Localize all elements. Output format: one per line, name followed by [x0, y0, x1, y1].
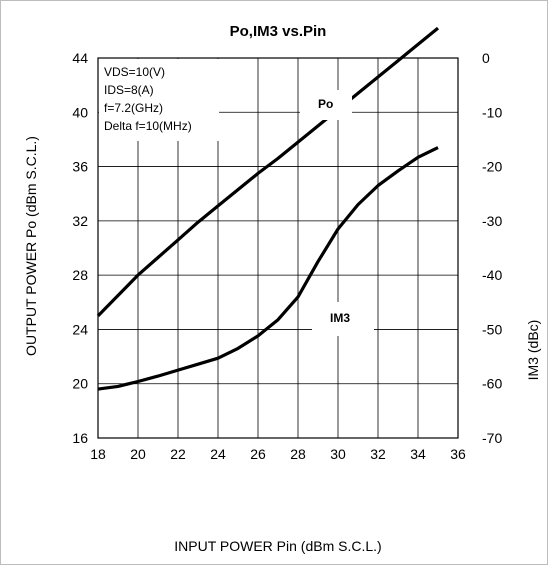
y-axis-ticks: 16 20 24 28 32 36 40 44 [72, 50, 88, 446]
chart-title: Po,IM3 vs.Pin [230, 23, 327, 40]
x-axis-label: INPUT POWER Pin (dBm S.C.L.) [174, 538, 381, 554]
annotation-freq: f=7.2(GHz) [104, 101, 163, 115]
y2-tick-label: -40 [482, 267, 502, 283]
x-tick-label: 36 [450, 446, 466, 462]
x-axis-ticks: 18 20 22 24 26 28 30 32 34 36 [90, 446, 466, 462]
series-label-po: Po [318, 97, 333, 111]
y-tick-label: 40 [72, 104, 88, 120]
x-tick-label: 24 [210, 446, 226, 462]
y2-tick-label: -70 [482, 430, 502, 446]
x-tick-label: 20 [130, 446, 146, 462]
x-tick-label: 34 [410, 446, 426, 462]
series-label-im3-box: IM3 [312, 302, 374, 336]
y-tick-label: 24 [72, 321, 88, 337]
y-tick-label: 44 [72, 50, 88, 66]
series-line-im3 [97, 146, 439, 391]
x-tick-label: 32 [370, 446, 386, 462]
annotation-box: VDS=10(V) IDS=8(A) f=7.2(GHz) Delta f=10… [99, 59, 219, 141]
series-label-im3: IM3 [330, 311, 350, 325]
y2-tick-label: -30 [482, 213, 502, 229]
y-tick-label: 20 [72, 376, 88, 392]
y-axis-label: OUTPUT POWER Po (dBm S.C.L.) [23, 136, 39, 356]
y-tick-label: 16 [72, 430, 88, 446]
y-tick-label: 28 [72, 267, 88, 283]
y2-axis-label: IM3 (dBc) [525, 320, 541, 381]
x-tick-label: 28 [290, 446, 306, 462]
x-tick-label: 26 [250, 446, 266, 462]
x-tick-label: 30 [330, 446, 346, 462]
y-tick-label: 32 [72, 213, 88, 229]
y2-tick-label: -20 [482, 159, 502, 175]
y2-axis-ticks: -70 -60 -50 -40 -30 -20 -10 0 [482, 50, 502, 446]
x-tick-label: 18 [90, 446, 106, 462]
series-line-po [96, 26, 440, 318]
series-label-po-box: Po [300, 90, 352, 120]
y2-tick-label: 0 [482, 50, 490, 66]
annotation-delta-f: Delta f=10(MHz) [104, 119, 192, 133]
y2-tick-label: -50 [482, 321, 502, 337]
plot-area [97, 57, 459, 439]
y2-tick-label: -60 [482, 376, 502, 392]
annotation-ids: IDS=8(A) [104, 83, 154, 97]
y-tick-label: 36 [72, 159, 88, 175]
annotation-vds: VDS=10(V) [104, 65, 165, 79]
y2-tick-label: -10 [482, 104, 502, 120]
x-tick-label: 22 [170, 446, 186, 462]
